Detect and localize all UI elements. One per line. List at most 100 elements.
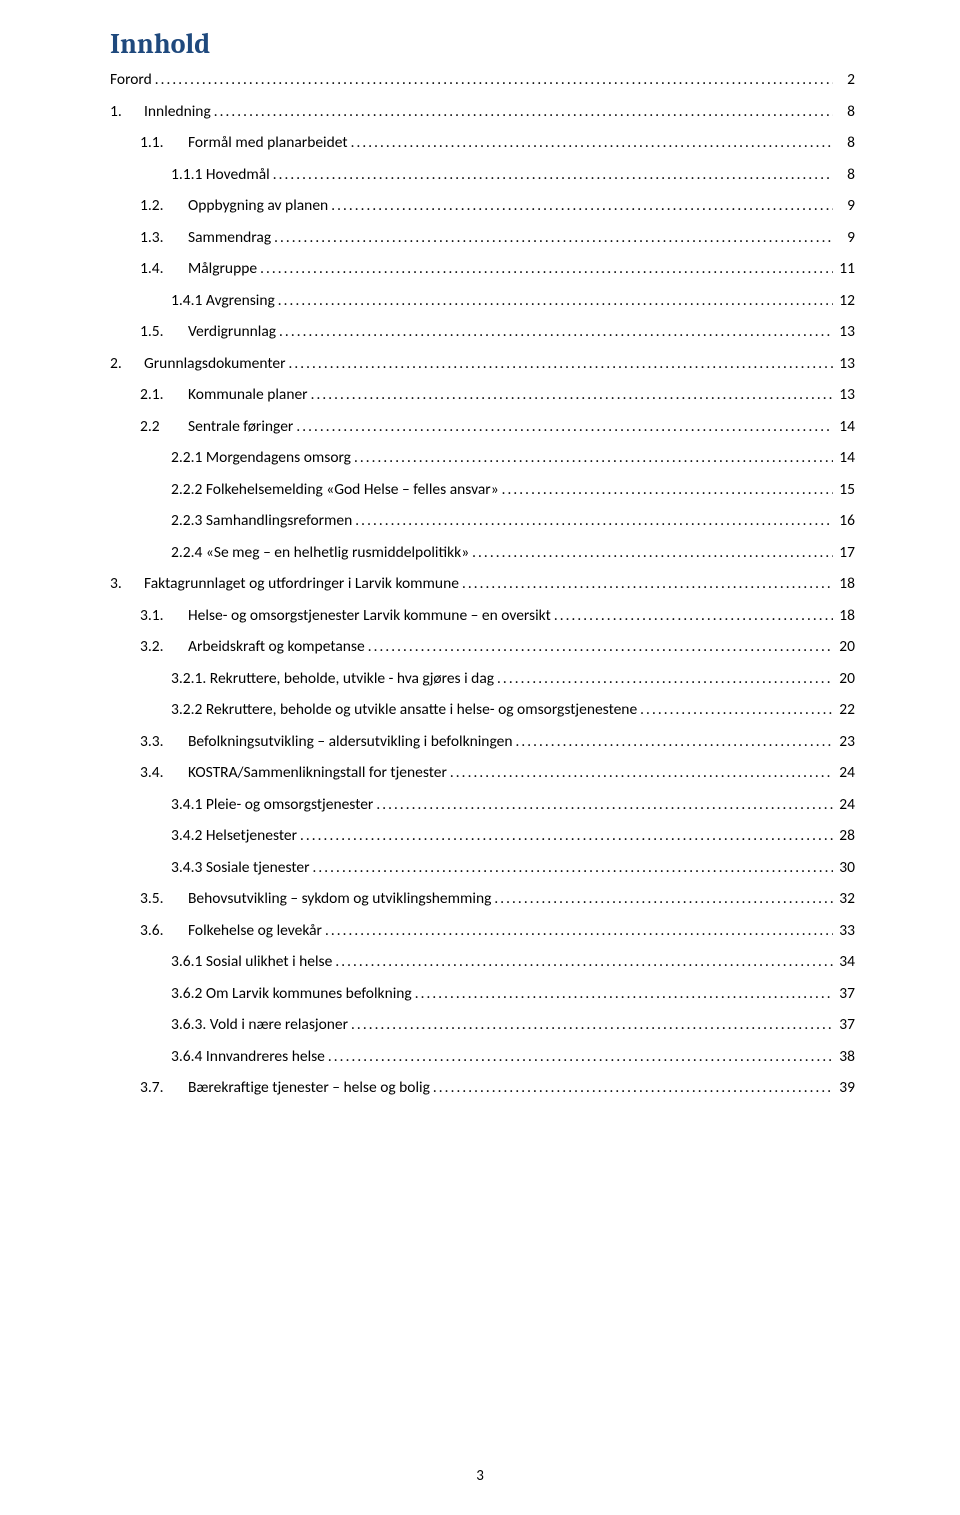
toc-page: 18 [833, 576, 855, 592]
toc-num: 3.4. [140, 765, 188, 781]
toc-page: 8 [833, 104, 855, 120]
toc-num: 1.5. [140, 324, 188, 340]
toc-row: 3.Faktagrunnlaget og utfordringer i Larv… [110, 576, 855, 592]
toc-leader-dots [368, 640, 833, 655]
toc-row: 1.4.Målgruppe11 [110, 261, 855, 277]
toc-row: 1.1.Formål med planarbeidet8 [110, 135, 855, 151]
toc-page: 32 [833, 891, 855, 907]
toc-leader-dots [325, 924, 833, 939]
toc-num: 1.4. [140, 261, 188, 277]
toc-leader-dots [328, 1050, 833, 1065]
toc-row: 2.2.2 Folkehelsemelding «God Helse – fel… [110, 482, 855, 498]
toc-row: 3.7.Bærekraftige tjenester – helse og bo… [110, 1080, 855, 1096]
toc-page: 15 [833, 482, 855, 498]
toc-row: 3.6.3. Vold i nære relasjoner 37 [110, 1017, 855, 1033]
toc-row: 3.6.4 Innvandreres helse 38 [110, 1049, 855, 1065]
toc-row: 2.2.1 Morgendagens omsorg 14 [110, 450, 855, 466]
toc-page: 14 [833, 419, 855, 435]
toc-label: 3.6.1 Sosial ulikhet i helse [171, 954, 335, 970]
toc-leader-dots [355, 514, 833, 529]
toc-row: 3.3.Befolkningsutvikling – aldersutvikli… [110, 734, 855, 750]
toc-label: 1.2.Oppbygning av planen [140, 198, 331, 214]
toc-label: 2.2.4 «Se meg – en helhetlig rusmiddelpo… [171, 545, 472, 561]
toc-text: Befolkningsutvikling – aldersutvikling i… [188, 734, 512, 750]
toc-page: 17 [833, 545, 855, 561]
toc-page: 14 [833, 450, 855, 466]
toc-text: Forord [110, 70, 152, 89]
toc-page: 8 [833, 167, 855, 183]
toc-title: Innhold [110, 28, 855, 60]
toc-page: 34 [833, 954, 855, 970]
toc-label: 3.6.Folkehelse og levekår [140, 923, 325, 939]
toc-label: 1.4.1 Avgrensing [171, 293, 278, 309]
toc-row: 1.Innledning8 [110, 104, 855, 120]
toc-label: 3.Faktagrunnlaget og utfordringer i Larv… [110, 576, 462, 592]
toc-label: 3.4.3 Sosiale tjenester [171, 860, 313, 876]
toc-row: 3.4.2 Helsetjenester28 [110, 828, 855, 844]
toc-leader-dots [433, 1081, 833, 1096]
toc-page: 38 [833, 1049, 855, 1065]
toc-leader-dots [351, 1018, 833, 1033]
toc-text: Grunnlagsdokumenter [144, 354, 286, 373]
toc-label: 3.5.Behovsutvikling – sykdom og utviklin… [140, 891, 494, 907]
toc-leader-dots [462, 577, 833, 592]
toc-num: 3.7. [140, 1080, 188, 1096]
toc-text: 3.4.1 Pleie- og omsorgstjenester [171, 797, 373, 813]
toc-label: 2.2Sentrale føringer [140, 419, 296, 435]
toc-leader-dots [335, 955, 833, 970]
toc-leader-dots [376, 798, 833, 813]
toc-text: Bærekraftige tjenester – helse og bolig [188, 1080, 430, 1096]
toc-page: 9 [833, 198, 855, 214]
toc-text: Sentrale føringer [188, 419, 293, 435]
toc-num: 2.2 [140, 419, 188, 435]
toc-row: 2.2.3 Samhandlingsreformen 16 [110, 513, 855, 529]
toc-leader-dots [278, 294, 833, 309]
toc-label: 3.6.4 Innvandreres helse [171, 1049, 328, 1065]
toc-label: 2.1.Kommunale planer [140, 387, 311, 403]
toc-row: 1.1.1 Hovedmål 8 [110, 167, 855, 183]
toc-text: 3.6.1 Sosial ulikhet i helse [171, 954, 332, 970]
toc-row: 3.4.KOSTRA/Sammenlikningstall for tjenes… [110, 765, 855, 781]
toc-text: Oppbygning av planen [188, 198, 328, 214]
toc-row: 2.2Sentrale føringer 14 [110, 419, 855, 435]
toc-label: 2.2.3 Samhandlingsreformen [171, 513, 355, 529]
toc-text: 3.2.1. Rekruttere, beholde, utvikle - hv… [171, 671, 494, 687]
toc-num: 3.1. [140, 608, 188, 624]
toc-row: 3.2.1. Rekruttere, beholde, utvikle - hv… [110, 671, 855, 687]
toc-page: 16 [833, 513, 855, 529]
toc-text: Faktagrunnlaget og utfordringer i Larvik… [144, 574, 459, 593]
toc-leader-dots [273, 168, 833, 183]
toc-label: 2.2.1 Morgendagens omsorg [171, 450, 354, 466]
toc-text: 3.4.3 Sosiale tjenester [171, 860, 310, 876]
toc-label: 1.5.Verdigrunnlag [140, 324, 279, 340]
toc-text: 3.6.2 Om Larvik kommunes befolkning [171, 986, 412, 1002]
toc-page: 20 [833, 639, 855, 655]
toc-label: 2.2.2 Folkehelsemelding «God Helse – fel… [171, 482, 502, 498]
toc-label: 3.4.KOSTRA/Sammenlikningstall for tjenes… [140, 765, 450, 781]
toc-row: 3.2.Arbeidskraft og kompetanse20 [110, 639, 855, 655]
toc-row: 2.1.Kommunale planer 13 [110, 387, 855, 403]
toc-text: 2.2.4 «Se meg – en helhetlig rusmiddelpo… [171, 545, 469, 561]
toc-text: 1.1.1 Hovedmål [171, 167, 270, 183]
toc-num: 2. [110, 356, 144, 372]
toc-page: 13 [833, 387, 855, 403]
toc-page: 2 [833, 72, 855, 88]
toc-row: Forord 2 [110, 72, 855, 88]
toc-text: Sammendrag [188, 230, 271, 246]
toc-text: Verdigrunnlag [188, 324, 276, 340]
toc-page: 9 [833, 230, 855, 246]
toc-text: Arbeidskraft og kompetanse [188, 639, 365, 655]
toc-leader-dots [502, 483, 833, 498]
toc-leader-dots [450, 766, 833, 781]
toc-leader-dots [311, 388, 833, 403]
toc-page: 37 [833, 1017, 855, 1033]
toc-label: 3.7.Bærekraftige tjenester – helse og bo… [140, 1080, 433, 1096]
toc-page: 28 [833, 828, 855, 844]
toc-label: 1.1.1 Hovedmål [171, 167, 273, 183]
toc-row: 3.6.Folkehelse og levekår33 [110, 923, 855, 939]
toc-label: 3.6.3. Vold i nære relasjoner [171, 1017, 351, 1033]
toc-leader-dots [279, 325, 833, 340]
toc-page: 23 [833, 734, 855, 750]
toc-page: 8 [833, 135, 855, 151]
toc-leader-dots [515, 735, 833, 750]
